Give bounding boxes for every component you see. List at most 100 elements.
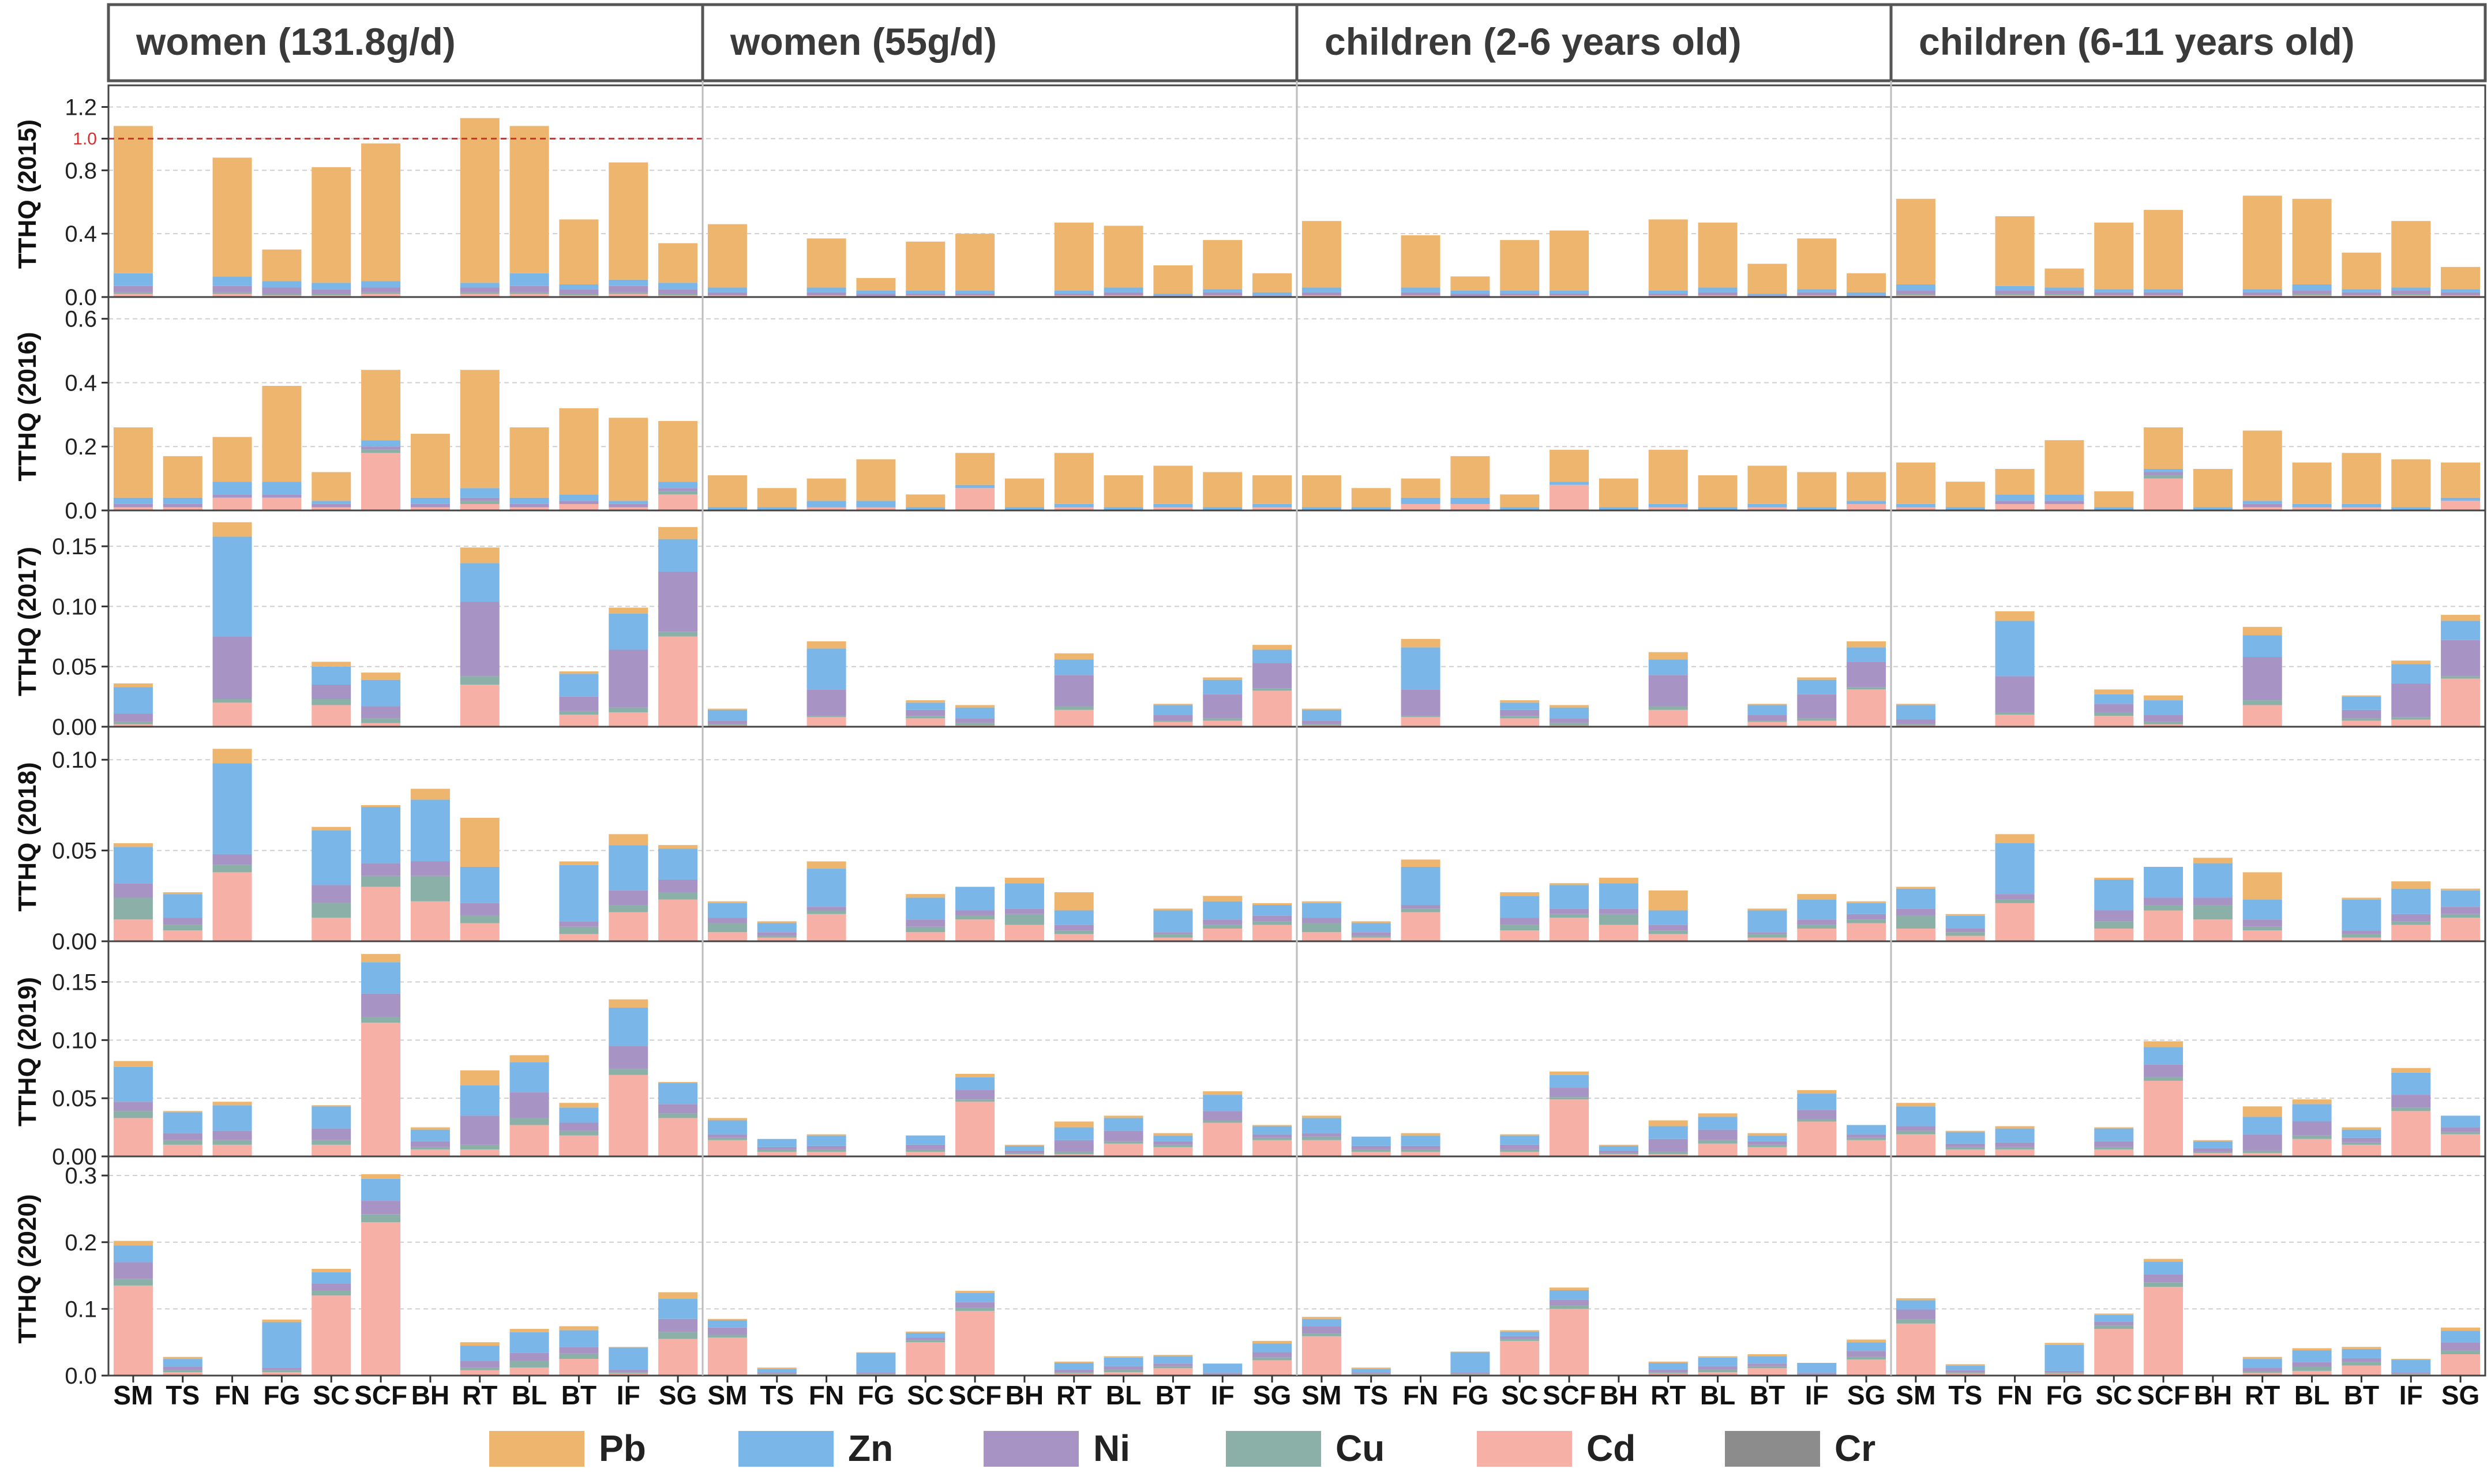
bar-segment-ni	[1747, 1363, 1787, 1366]
bar-segment-zn	[609, 845, 648, 891]
bar-segment-cu	[1500, 1149, 1540, 1152]
x-tick-label: SG	[2441, 1380, 2479, 1410]
legend-swatch-cu	[1226, 1431, 1321, 1467]
bar-segment-cd	[262, 1372, 302, 1376]
bar-segment-ni	[1500, 709, 1540, 716]
x-tick-label: SM	[707, 1380, 747, 1410]
bar-segment-pb	[163, 1111, 202, 1113]
bar-segment-ni	[410, 504, 450, 508]
bar-segment-cu	[1252, 688, 1292, 691]
x-tick-label: IF	[1805, 1380, 1829, 1410]
bar-segment-cd	[2391, 925, 2431, 941]
bar-segment-pb	[1698, 1113, 1738, 1117]
bar-segment-cu	[1648, 1151, 1688, 1154]
bar-segment-pb	[658, 527, 698, 539]
bar-segment-ni	[1550, 908, 1589, 914]
bar-segment-ni	[2193, 1148, 2233, 1152]
bar-segment-zn	[312, 666, 351, 685]
bar-segment-ni	[1252, 1352, 1292, 1358]
bar-segment-ni	[113, 285, 153, 292]
bar-segment-pb	[212, 1102, 252, 1106]
bar-segment-ni	[163, 1133, 202, 1140]
bar-segment-zn	[460, 283, 500, 288]
bar-segment-cu	[955, 1308, 995, 1311]
bar-segment-ni	[1648, 1139, 1688, 1152]
x-tick-label: FN	[215, 1380, 250, 1410]
bar-segment-ni	[212, 285, 252, 292]
bar-segment-cd	[906, 1151, 946, 1156]
bar-segment-zn	[163, 894, 202, 918]
bar-segment-cu	[2044, 1372, 2084, 1374]
bar-segment-pb	[1847, 1339, 1886, 1343]
bar-segment-cu	[2342, 1362, 2381, 1366]
bar-segment-ni	[1797, 694, 1837, 719]
bar-segment-cd	[1896, 1134, 1935, 1156]
x-tick-label: SCF	[1543, 1380, 1596, 1410]
y-tick-label: 0.0	[65, 1363, 97, 1389]
bar-segment-cu	[1945, 1372, 1985, 1374]
bar-segment-cd	[1995, 1149, 2035, 1156]
bar-segment-cu	[658, 491, 698, 495]
bar-segment-cd	[2193, 1152, 2233, 1156]
bar-segment-cu	[113, 292, 153, 294]
bar-segment-pb	[1301, 1115, 1341, 1118]
bar-segment-pb	[1797, 677, 1837, 680]
bar-segment-cu	[1797, 1374, 1837, 1375]
bar-segment-cu	[1153, 1144, 1193, 1147]
bar-segment-pb	[2391, 221, 2431, 288]
bar-segment-ni	[806, 907, 846, 911]
bar-segment-cu	[1847, 919, 1886, 923]
bar-segment-ni	[1550, 718, 1589, 723]
bar-segment-ni	[609, 890, 648, 906]
bar-segment-cu	[559, 1353, 599, 1359]
bar-segment-pb	[1004, 478, 1044, 508]
bar-segment-ni	[1847, 1351, 1886, 1357]
bar-segment-cd	[1401, 717, 1440, 727]
bar-segment-ni	[312, 289, 351, 294]
bar-segment-cd	[212, 702, 252, 727]
bar-segment-cu	[2441, 914, 2481, 918]
bar-segment-pb	[1698, 475, 1738, 508]
bar-segment-pb	[2094, 1313, 2134, 1315]
bar-segment-cu	[1500, 716, 1540, 719]
bar-segment-cd	[1797, 928, 1837, 941]
bar-segment-ni	[1747, 1141, 1787, 1145]
bar-segment-ni	[906, 294, 946, 296]
bar-segment-ni	[2441, 292, 2481, 296]
bar-segment-pb	[262, 1319, 302, 1323]
bar-segment-pb	[1995, 1126, 2035, 1129]
bar-segment-cu	[410, 876, 450, 901]
bar-segment-zn	[1648, 1126, 1688, 1139]
bar-segment-zn	[1054, 910, 1094, 925]
bar-segment-zn	[1995, 843, 2035, 895]
bar-segment-cu	[1995, 1147, 2035, 1149]
bar-segment-cu	[460, 501, 500, 504]
bar-segment-pb	[1747, 1354, 1787, 1357]
bar-segment-zn	[1995, 494, 2035, 501]
bar-segment-zn	[1351, 1136, 1391, 1146]
bar-segment-ni	[658, 289, 698, 294]
bar-segment-cu	[1945, 932, 1985, 936]
bar-segment-cu	[2292, 294, 2332, 296]
bar-segment-ni	[312, 504, 351, 508]
y-tick-label: 0.05	[52, 655, 97, 680]
bar-segment-zn	[1698, 507, 1738, 510]
bar-segment-cd	[1203, 720, 1243, 727]
bar-segment-zn	[2292, 1350, 2332, 1362]
bar-segment-zn	[2242, 501, 2282, 504]
y-tick-label: 0.00	[52, 715, 97, 740]
bar-segment-cd	[361, 723, 401, 727]
x-tick-label: BL	[2294, 1380, 2329, 1410]
bar-segment-pb	[1599, 478, 1638, 508]
bar-segment-pb	[955, 453, 995, 485]
bar-segment-cu	[1054, 706, 1094, 710]
bar-segment-ni	[361, 1201, 401, 1215]
bar-segment-pb	[1945, 1130, 1985, 1132]
bar-segment-pb	[1648, 1120, 1688, 1126]
bar-segment-cu	[1301, 724, 1341, 726]
bar-segment-cd	[1550, 484, 1589, 510]
bar-segment-pb	[2391, 881, 2431, 889]
bar-segment-pb	[1104, 1356, 1143, 1358]
bar-segment-zn	[2144, 1261, 2184, 1275]
group-header-box	[1889, 3, 2487, 82]
